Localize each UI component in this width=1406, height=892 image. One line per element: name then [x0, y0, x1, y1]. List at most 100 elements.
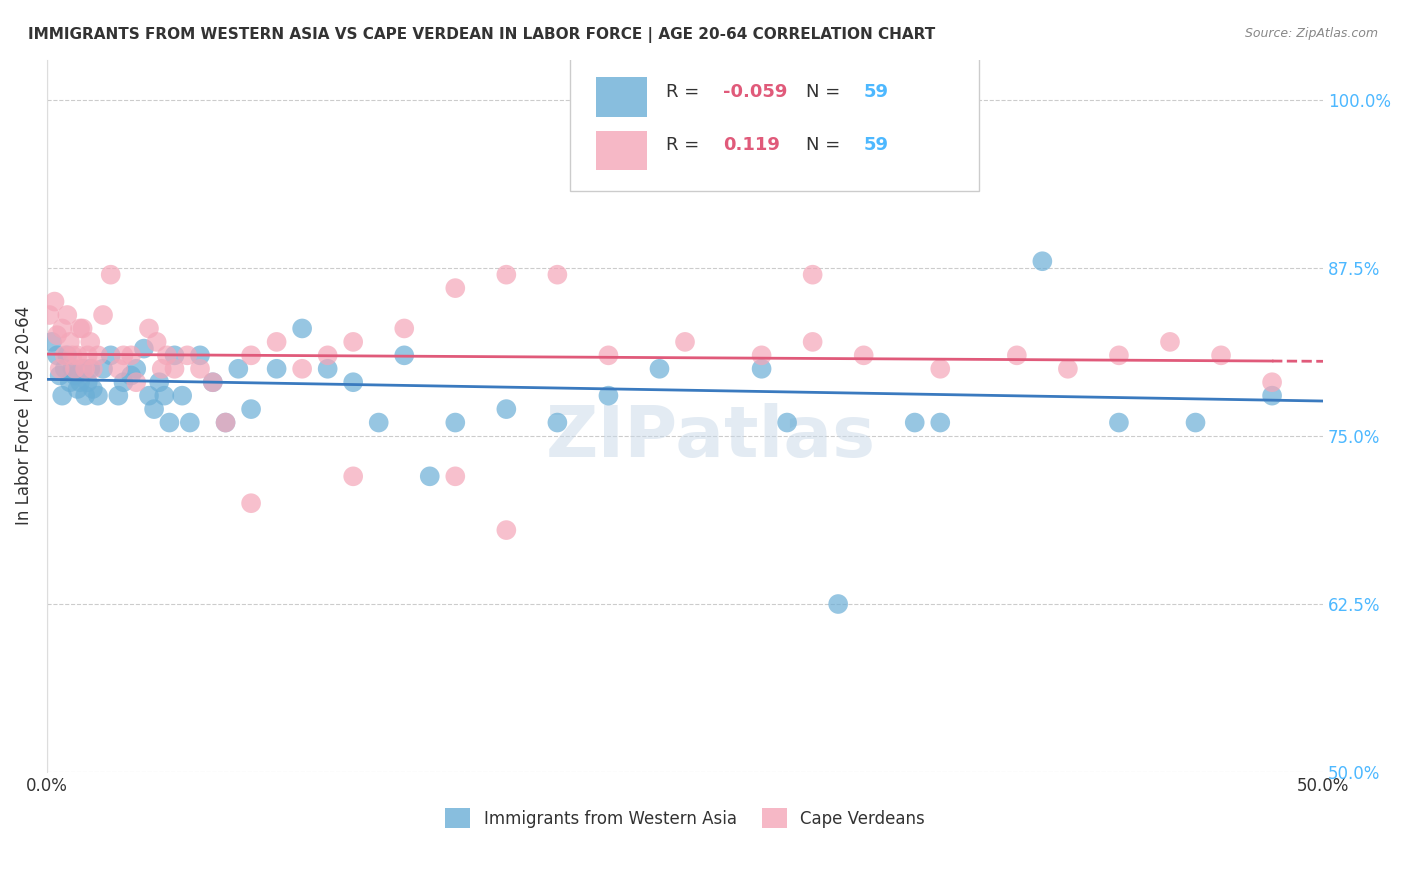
Point	[725, 93, 748, 107]
Point	[342, 375, 364, 389]
Point	[1005, 348, 1028, 362]
Point	[291, 361, 314, 376]
Point	[827, 597, 849, 611]
Point	[673, 334, 696, 349]
Point	[75, 361, 97, 376]
Point	[266, 334, 288, 349]
Point	[201, 375, 224, 389]
Point	[41, 334, 63, 349]
Point	[1261, 389, 1284, 403]
Point	[53, 348, 76, 362]
Text: 59: 59	[863, 136, 889, 154]
Point	[648, 361, 671, 376]
Text: Source: ZipAtlas.com: Source: ZipAtlas.com	[1244, 27, 1378, 40]
Point	[188, 348, 211, 362]
Point	[1108, 348, 1130, 362]
Point	[201, 375, 224, 389]
Point	[132, 342, 155, 356]
Point	[801, 334, 824, 349]
Point	[82, 361, 104, 376]
Point	[72, 321, 94, 335]
Point	[75, 389, 97, 403]
Point	[145, 334, 167, 349]
Point	[69, 375, 91, 389]
Point	[342, 469, 364, 483]
Text: 0.119: 0.119	[723, 136, 780, 154]
Point	[66, 382, 89, 396]
Point	[1108, 416, 1130, 430]
Point	[163, 361, 186, 376]
Point	[419, 469, 441, 483]
Text: ZIPatlas: ZIPatlas	[546, 402, 876, 472]
Text: R =: R =	[666, 83, 704, 101]
Point	[51, 389, 73, 403]
Point	[56, 308, 79, 322]
Point	[87, 348, 110, 362]
Point	[59, 375, 82, 389]
Point	[62, 348, 84, 362]
Point	[495, 523, 517, 537]
Point	[125, 375, 148, 389]
Point	[148, 375, 170, 389]
Point	[291, 321, 314, 335]
Point	[48, 361, 70, 376]
Point	[125, 361, 148, 376]
Point	[120, 368, 142, 383]
Point	[1184, 416, 1206, 430]
Point	[1209, 348, 1232, 362]
Point	[38, 308, 60, 322]
Point	[112, 348, 135, 362]
Point	[904, 416, 927, 430]
Point	[112, 375, 135, 389]
Text: N =: N =	[806, 83, 846, 101]
Text: -0.059: -0.059	[723, 83, 787, 101]
Point	[1159, 334, 1181, 349]
Point	[444, 281, 467, 295]
Point	[138, 321, 160, 335]
Point	[153, 389, 176, 403]
FancyBboxPatch shape	[596, 131, 647, 170]
Point	[82, 382, 104, 396]
Point	[495, 268, 517, 282]
Text: R =: R =	[666, 136, 704, 154]
Point	[546, 268, 568, 282]
Point	[444, 416, 467, 430]
FancyBboxPatch shape	[596, 78, 647, 117]
Point	[394, 348, 416, 362]
Point	[62, 361, 84, 376]
Point	[188, 361, 211, 376]
Point	[69, 321, 91, 335]
Point	[63, 361, 86, 376]
Point	[240, 348, 263, 362]
Point	[107, 389, 129, 403]
Point	[240, 402, 263, 417]
Point	[87, 389, 110, 403]
Point	[172, 389, 194, 403]
Point	[56, 348, 79, 362]
Point	[120, 348, 142, 362]
Point	[1031, 254, 1053, 268]
Point	[163, 348, 186, 362]
Point	[59, 334, 82, 349]
Point	[79, 334, 101, 349]
Point	[100, 348, 122, 362]
Point	[72, 361, 94, 376]
Point	[342, 334, 364, 349]
FancyBboxPatch shape	[571, 56, 979, 192]
Text: N =: N =	[806, 136, 846, 154]
Point	[91, 361, 114, 376]
Point	[107, 361, 129, 376]
Point	[156, 348, 179, 362]
Y-axis label: In Labor Force | Age 20-64: In Labor Force | Age 20-64	[15, 306, 32, 525]
Point	[157, 416, 180, 430]
Point	[44, 294, 66, 309]
Point	[394, 321, 416, 335]
Point	[1261, 375, 1284, 389]
Point	[266, 361, 288, 376]
Point	[214, 416, 236, 430]
Point	[214, 416, 236, 430]
Point	[929, 416, 952, 430]
Point	[316, 361, 339, 376]
Point	[51, 321, 73, 335]
Point	[179, 416, 201, 430]
